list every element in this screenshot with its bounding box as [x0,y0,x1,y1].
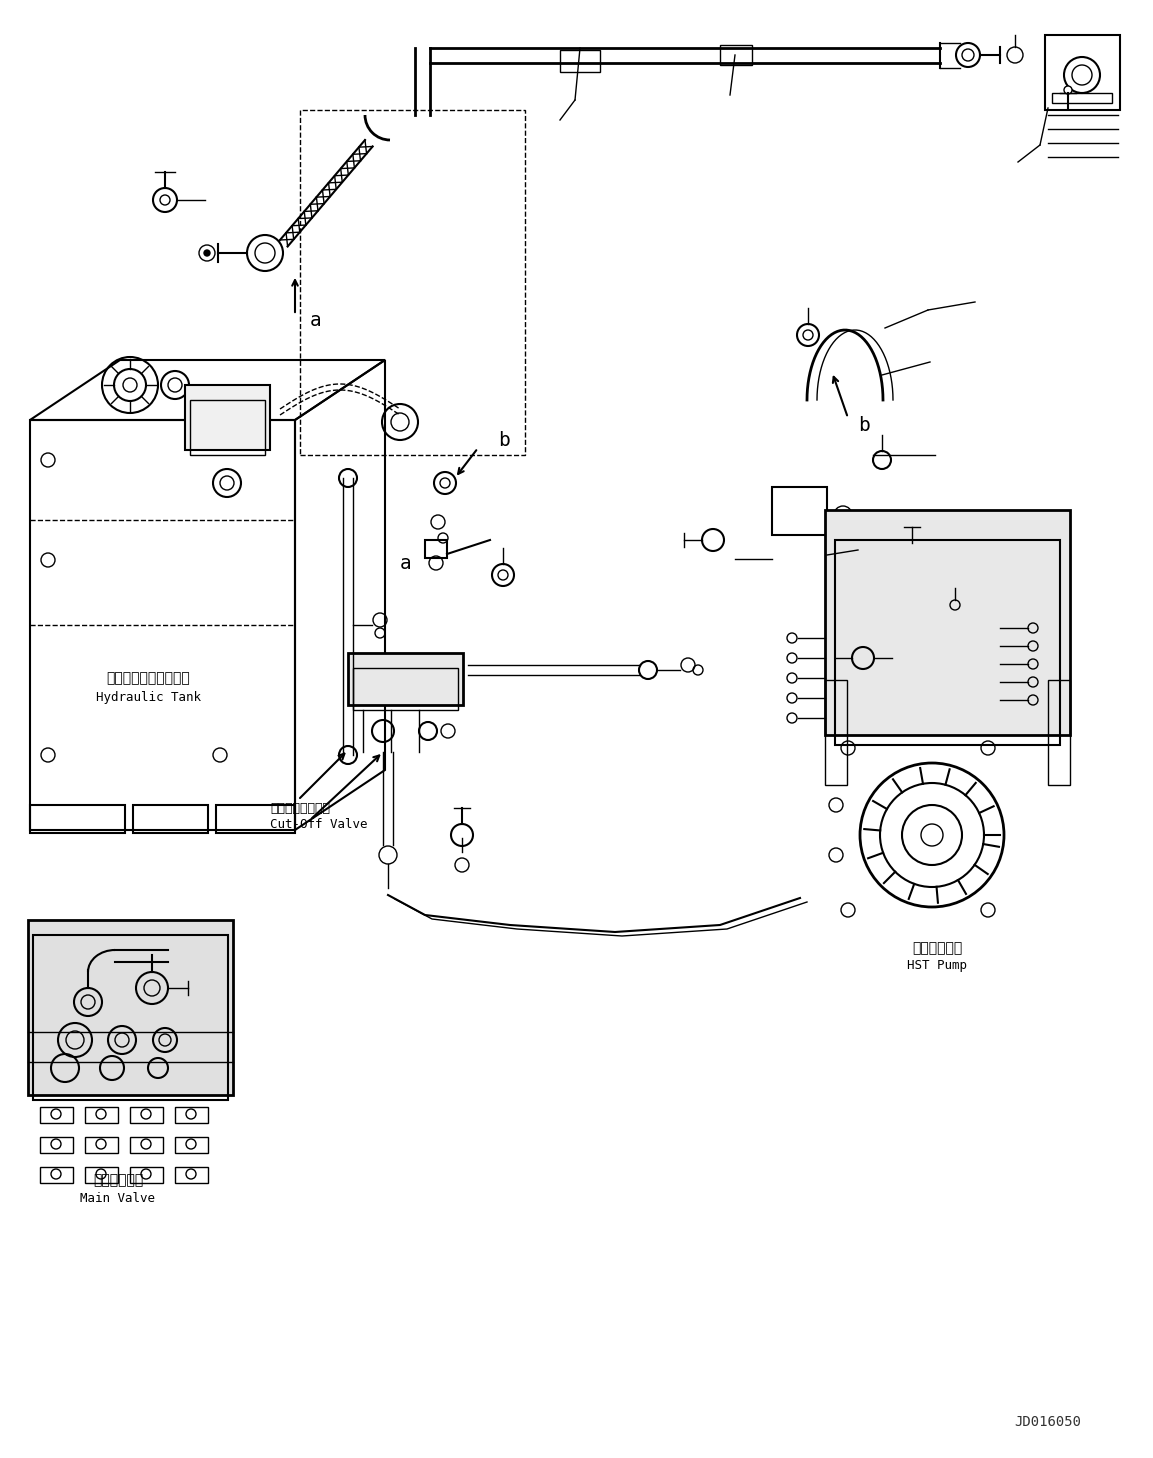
Bar [826,679,847,784]
Text: ハイドロリックタンク: ハイドロリックタンク [106,671,190,685]
Bar [175,1107,208,1123]
Text: Cut-Off Valve: Cut-Off Valve [270,818,368,831]
Bar [85,1166,118,1182]
Text: Main Valve: Main Valve [81,1191,156,1204]
Bar [40,1166,73,1182]
Text: ＨＳＴポンプ: ＨＳＴポンプ [912,940,962,955]
Bar [216,805,295,833]
Bar [40,1137,73,1153]
Text: メインバルブ: メインバルブ [93,1174,143,1187]
Bar [353,668,458,710]
Bar [33,935,228,1099]
Bar [1045,35,1120,109]
Bar [130,1137,163,1153]
Bar [30,805,125,833]
Bar [130,1107,163,1123]
Bar [773,487,827,535]
Text: Hydraulic Tank: Hydraulic Tank [96,691,201,704]
Bar [719,45,752,66]
Circle shape [921,824,943,846]
Bar [184,385,270,451]
Bar [85,1107,118,1123]
Bar [1052,93,1111,104]
Bar [85,1137,118,1153]
Text: b: b [498,430,510,449]
Text: JD016050: JD016050 [1015,1416,1082,1429]
Bar [175,1137,208,1153]
Text: a: a [310,311,322,330]
Bar [300,109,525,455]
Text: b: b [858,416,869,434]
Bar [835,539,1060,745]
Text: a: a [400,554,412,573]
Bar [1048,679,1070,784]
Text: カットオフバルブ: カットオフバルブ [270,802,330,815]
Bar [425,539,447,558]
Bar [190,399,265,455]
Circle shape [204,249,210,257]
Bar [826,510,1070,735]
Bar [130,1166,163,1182]
Bar [175,1166,208,1182]
Circle shape [1064,86,1072,93]
Bar [348,653,464,706]
Bar [40,1107,73,1123]
Bar [560,50,600,71]
Bar [28,920,233,1095]
Bar [133,805,208,833]
Text: HST Pump: HST Pump [907,959,967,972]
